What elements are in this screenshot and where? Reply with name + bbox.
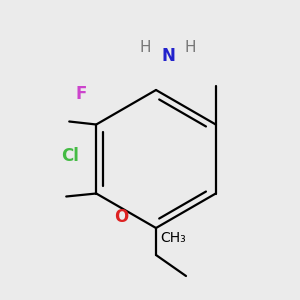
Text: O: O	[114, 208, 129, 226]
Text: H: H	[185, 40, 196, 55]
Text: F: F	[75, 85, 87, 103]
Text: CH₃: CH₃	[160, 232, 186, 245]
Text: Cl: Cl	[61, 147, 80, 165]
Text: N: N	[161, 46, 175, 64]
Text: H: H	[140, 40, 151, 55]
